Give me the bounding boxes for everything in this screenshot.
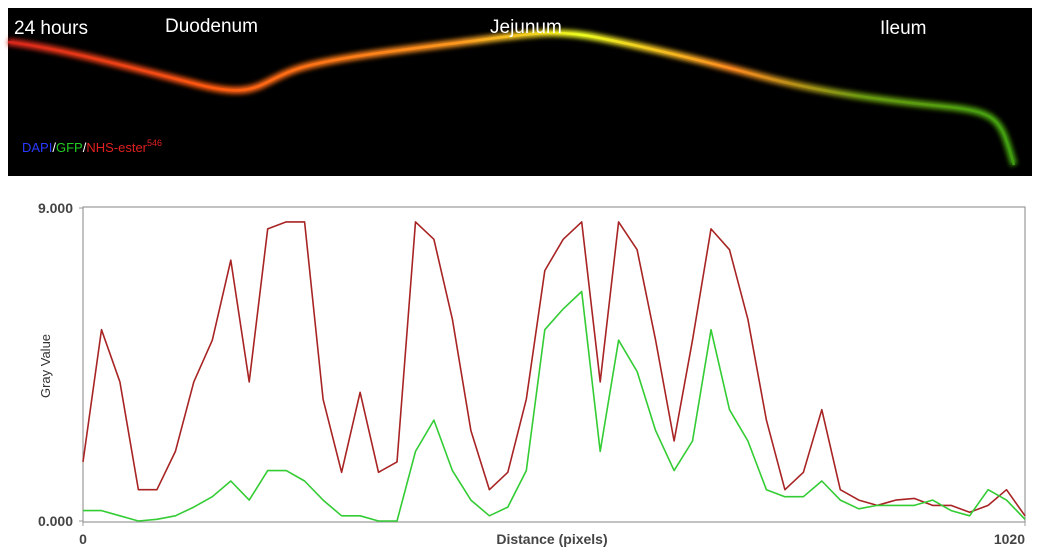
x-axis-label: Distance (pixels) (496, 531, 607, 547)
x-tick-label: 1020 (994, 531, 1025, 547)
plot-frame (82, 206, 1026, 523)
y-tick-label: 0.000 (38, 513, 73, 529)
stain: NHS-ester (86, 140, 147, 155)
stain-sep: / (83, 140, 87, 155)
stain: DAPI (22, 140, 52, 155)
y-axis-label: Gray Value (38, 334, 53, 398)
region-label: Jejunum (490, 17, 562, 38)
stain-sep: / (52, 140, 56, 155)
time-label: 24 hours (14, 18, 88, 39)
x-tick-label: 0 (79, 531, 87, 547)
stain-legend: DAPI/GFP/NHS-ester546 (22, 138, 162, 155)
filament-core (7, 31, 1016, 166)
stain-sup: 546 (147, 138, 162, 148)
region-label: Duodenum (165, 16, 258, 37)
stain: GFP (56, 140, 83, 155)
region-label: Ileum (880, 18, 926, 39)
series-line (82, 221, 1026, 517)
y-tick-label: 9.000 (38, 200, 73, 216)
series-line (83, 290, 1026, 522)
